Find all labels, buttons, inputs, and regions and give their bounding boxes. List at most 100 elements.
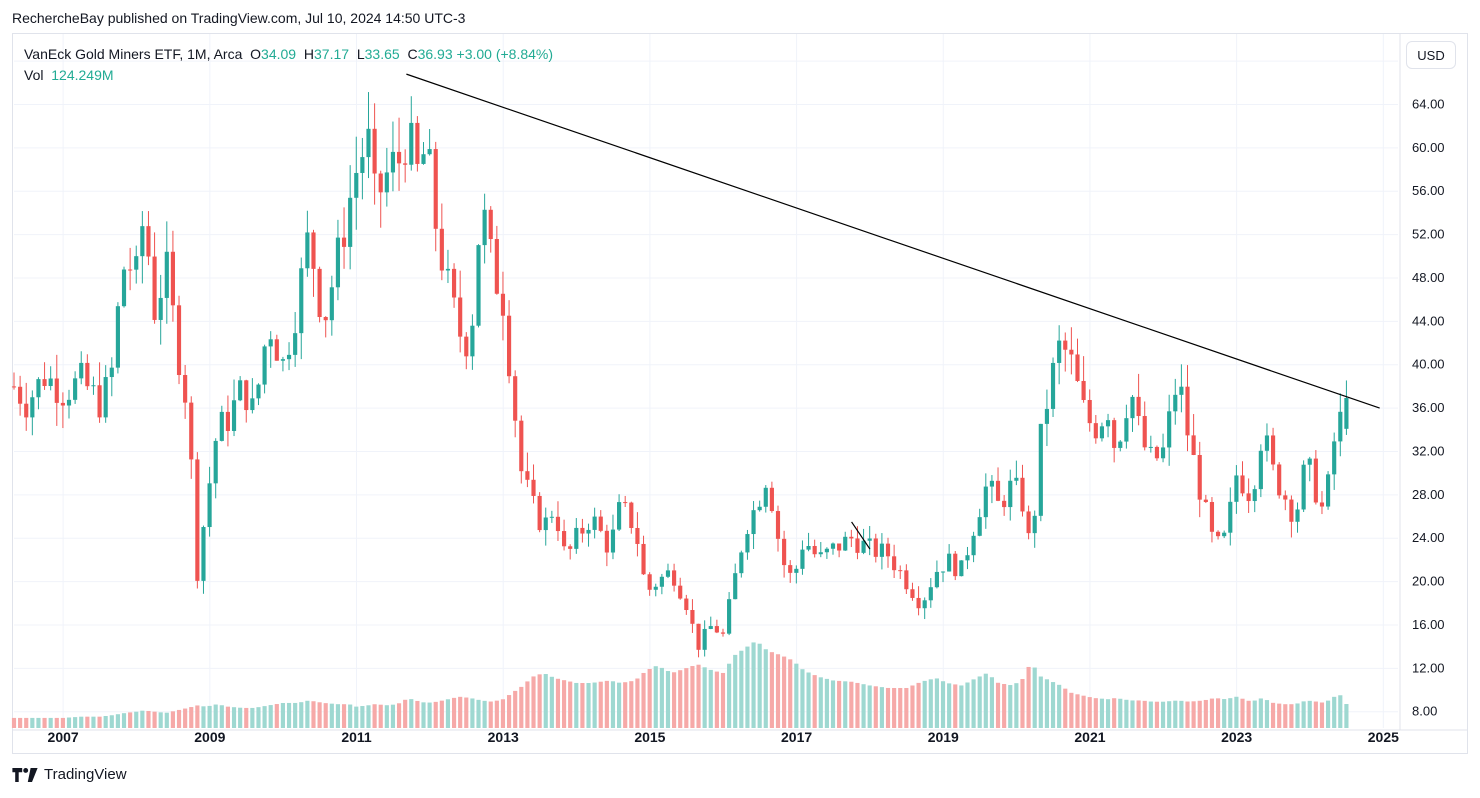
tradingview-brand[interactable]: TradingView — [12, 766, 127, 783]
volume-bar — [378, 704, 383, 728]
volume-bar — [189, 707, 194, 728]
candle-body — [708, 626, 713, 629]
volume-bar — [1295, 703, 1300, 728]
candle-body — [1154, 446, 1160, 459]
tradingview-logo-icon — [12, 767, 38, 782]
volume-bar — [305, 700, 310, 728]
volume-bar — [788, 659, 793, 728]
close-label: C — [407, 46, 418, 62]
candle-body — [635, 527, 640, 544]
time-tick-label: 2007 — [48, 729, 79, 745]
grid-lines — [14, 34, 1398, 728]
candle-body — [299, 268, 304, 334]
candle-body — [574, 527, 579, 549]
candle-body — [1338, 411, 1343, 442]
price-axis[interactable]: 8.00 12.00 16.00 20.00 24.00 28.00 32.00 36.00 4… — [1412, 53, 1445, 719]
candle-body — [464, 336, 469, 357]
volume-bar — [238, 707, 243, 728]
candle-body — [1332, 441, 1337, 475]
volume-bar — [18, 717, 23, 728]
candle-body — [1038, 423, 1043, 516]
candle-body — [311, 232, 316, 269]
candle-body — [751, 510, 756, 535]
candle-body — [623, 502, 628, 504]
candle-body — [879, 543, 884, 557]
descending-trendline[interactable] — [406, 73, 1380, 409]
price-tick-label: 20.00 — [1412, 574, 1445, 589]
candle-body — [1002, 500, 1007, 508]
candle-body — [1112, 420, 1117, 448]
volume-bar — [360, 706, 365, 728]
volume-bar — [574, 682, 579, 728]
candle-body — [867, 538, 872, 541]
candle-body — [898, 570, 903, 572]
volume-bar — [409, 699, 414, 728]
volume-bar — [1228, 698, 1233, 728]
volume-bar — [1014, 683, 1019, 728]
candle-body — [256, 384, 261, 399]
candle-body — [219, 411, 224, 441]
symbol-name[interactable]: VanEck Gold Miners ETF, 1M, Arca — [24, 46, 243, 62]
candle-body — [24, 403, 29, 418]
candle-body — [940, 571, 946, 573]
candle-body — [1093, 423, 1098, 439]
candle-body — [592, 516, 597, 530]
volume-bar — [519, 686, 524, 728]
volume-bar — [922, 680, 927, 728]
candle-body — [30, 397, 35, 418]
candle-body — [274, 339, 279, 361]
volume-bar — [42, 717, 47, 728]
price-tick-label: 40.00 — [1412, 357, 1445, 372]
candle-body — [953, 553, 958, 577]
time-axis[interactable]: 2007 2009 2011 2013 2015 2017 2019 2021 2023 2025 — [48, 729, 1400, 745]
volume-bar — [751, 642, 756, 728]
volume-bar — [1081, 695, 1086, 728]
volume-bar — [617, 682, 622, 728]
volume-bar — [390, 704, 396, 728]
volume-bar — [109, 715, 114, 728]
volume-bar — [580, 682, 585, 728]
currency-button[interactable]: USD — [1406, 41, 1456, 69]
candle-body — [892, 556, 897, 571]
candle-body — [433, 149, 438, 229]
volume-bar — [983, 673, 988, 728]
volume-bar — [678, 670, 683, 728]
volume-bar — [421, 702, 426, 728]
candle-body — [421, 154, 426, 164]
short-trendline[interactable] — [851, 521, 871, 550]
candle-body — [164, 251, 169, 298]
volume-bar — [11, 717, 17, 728]
change-value: +3.00 (+8.84%) — [456, 46, 554, 62]
price-tick-label: 44.00 — [1412, 313, 1445, 328]
volume-bar — [1099, 698, 1105, 728]
candle-body — [152, 256, 157, 320]
candle-body — [1319, 502, 1325, 507]
candle-body — [213, 440, 218, 484]
candle-body — [482, 209, 487, 246]
volume-bar — [1264, 700, 1270, 728]
volume-bar — [262, 706, 267, 728]
volume-bar — [629, 681, 634, 728]
candle-body — [843, 536, 848, 551]
volume-bar — [916, 682, 921, 728]
price-tick-label: 28.00 — [1412, 487, 1445, 502]
volume-bar — [36, 717, 41, 728]
candle-body — [855, 538, 860, 553]
candle-body — [103, 377, 108, 418]
volume-bar — [568, 681, 573, 728]
volume-bar — [1142, 700, 1147, 728]
volume-bar — [66, 717, 72, 728]
candle-body — [916, 597, 921, 609]
candle-body — [910, 589, 915, 598]
volume-bar — [892, 687, 897, 728]
volume-bar — [1032, 667, 1037, 728]
volume-bar — [1136, 700, 1141, 728]
volume-bar — [1167, 701, 1172, 728]
volume-bar — [513, 690, 518, 728]
time-tick-label: 2009 — [194, 729, 225, 745]
candle-body — [470, 325, 475, 357]
time-tick-label: 2019 — [928, 729, 959, 745]
volume-bar — [1130, 700, 1135, 728]
candle-body — [451, 268, 457, 298]
